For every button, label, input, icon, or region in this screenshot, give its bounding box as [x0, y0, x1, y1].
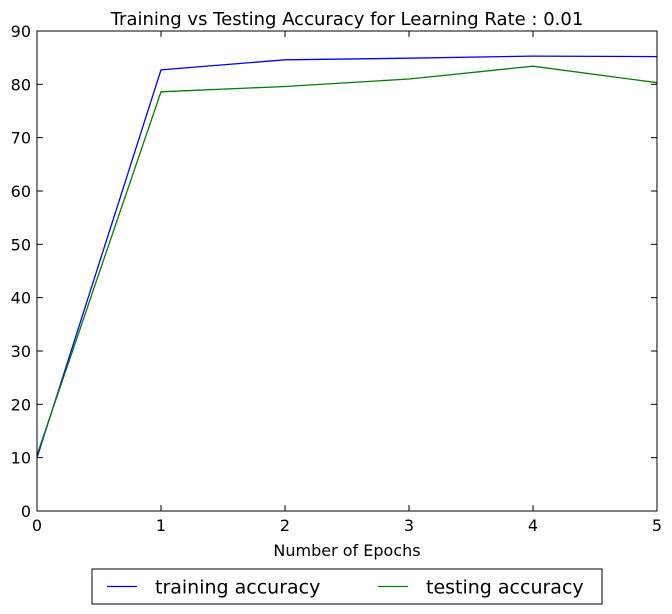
y-tick-label: 10 [11, 449, 31, 468]
x-tick-label: 0 [32, 516, 42, 535]
y-tick-label: 90 [11, 22, 31, 41]
series-line-0 [36, 55, 658, 458]
y-tick-label: 50 [11, 235, 31, 254]
axes-frame [36, 30, 658, 512]
x-tick-label: 5 [652, 516, 662, 535]
x-tick-label: 4 [528, 516, 538, 535]
legend-label-1: testing accuracy [426, 577, 584, 599]
x-tick-label: 2 [280, 516, 290, 535]
y-tick-label: 30 [11, 342, 31, 361]
series-line-1 [36, 65, 658, 456]
legend: training accuracy testing accuracy [91, 568, 603, 605]
legend-box [91, 568, 603, 605]
y-tick-label: 60 [11, 182, 31, 201]
legend-label-0: training accuracy [155, 577, 320, 599]
y-tick-label: 80 [11, 75, 31, 94]
x-axis-label: Number of Epochs [273, 541, 420, 560]
x-tick-label: 1 [156, 516, 166, 535]
y-tick-label: 70 [11, 129, 31, 148]
chart-title: Training vs Testing Accuracy for Learnin… [110, 9, 584, 30]
y-tick-label: 40 [11, 289, 31, 308]
x-tick-label: 3 [404, 516, 414, 535]
y-tick-label: 20 [11, 395, 31, 414]
y-tick-label: 0 [21, 502, 31, 521]
